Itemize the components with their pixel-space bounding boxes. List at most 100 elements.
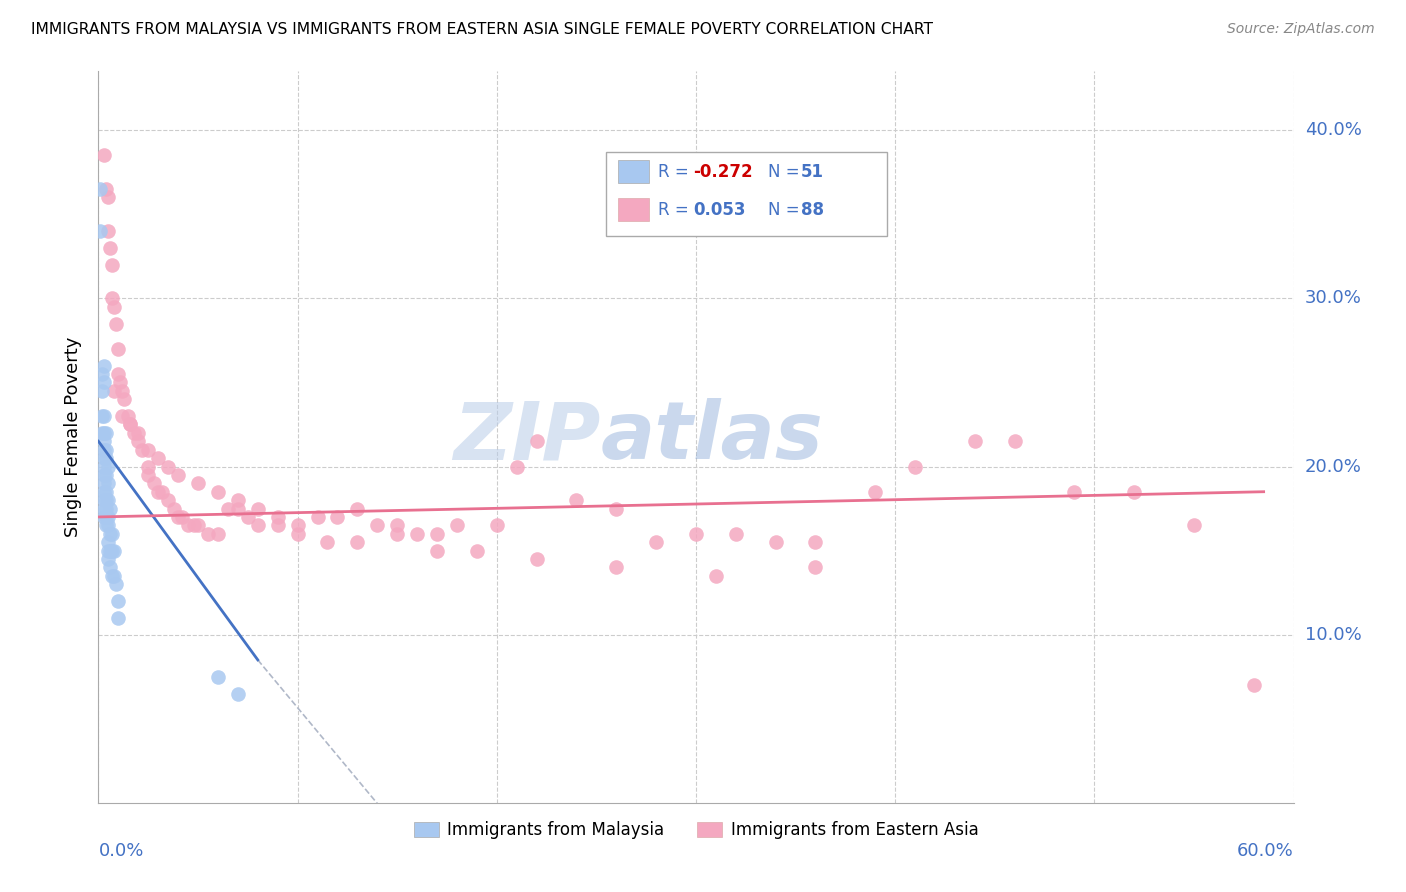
Text: 88: 88 [801,201,824,219]
Point [96,182,118,196]
Point [97,493,120,508]
Point [107,611,129,625]
Point [98,560,122,574]
Point [465,543,488,558]
Point [385,518,409,533]
Point [98,543,122,558]
Text: 20.0%: 20.0% [1305,458,1361,475]
Point [91,384,114,398]
Point [485,518,508,533]
Point [93,376,115,390]
Point [426,526,449,541]
Point [148,484,170,499]
Point [127,425,149,440]
Text: N =: N = [768,201,804,219]
Point [197,526,219,541]
Point [97,190,120,204]
Point [93,442,115,457]
Point [96,484,118,499]
Point [93,467,115,482]
Text: 10.0%: 10.0% [1305,625,1361,644]
Text: -0.272: -0.272 [693,162,754,180]
Point [117,409,139,423]
Point [101,258,124,272]
Point [89,224,111,238]
Point [526,552,548,566]
Point [172,510,194,524]
Point [765,535,787,549]
Legend: Immigrants from Malaysia, Immigrants from Eastern Asia: Immigrants from Malaysia, Immigrants fro… [406,814,986,846]
Point [91,409,114,423]
Point [93,451,115,466]
Point [120,417,142,432]
Point [207,670,229,684]
Point [103,569,125,583]
Text: R =: R = [658,201,699,219]
Point [110,376,132,390]
Text: Source: ZipAtlas.com: Source: ZipAtlas.com [1227,22,1375,37]
Point [93,459,115,474]
Point [96,467,118,482]
Point [150,484,173,499]
Point [865,484,887,499]
Point [107,594,129,608]
FancyBboxPatch shape [619,198,650,221]
Point [246,501,269,516]
Point [93,409,115,423]
Point [724,526,747,541]
Point [111,384,134,398]
Point [97,518,120,533]
Point [93,434,115,449]
Point [96,518,118,533]
Point [93,510,115,524]
Point [136,459,159,474]
Point [96,451,118,466]
Point [112,392,135,407]
Point [127,434,149,449]
Point [97,535,120,549]
Point [143,476,166,491]
Text: 30.0%: 30.0% [1305,289,1361,308]
Point [93,359,115,373]
Point [287,526,309,541]
Point [97,552,120,566]
Point [685,526,707,541]
Point [605,560,627,574]
Point [97,543,120,558]
Point [187,518,209,533]
Point [1063,484,1085,499]
Point [177,518,200,533]
Point [963,434,986,449]
Point [207,526,229,541]
Point [107,367,129,381]
Point [226,501,249,516]
Point [96,493,118,508]
Text: 0.053: 0.053 [693,201,747,219]
Point [226,493,249,508]
Point [804,535,827,549]
Point [426,543,449,558]
Text: 0.0%: 0.0% [98,842,143,860]
Point [91,425,114,440]
Point [157,459,180,474]
Point [1004,434,1026,449]
Point [246,518,269,533]
Point [120,417,142,432]
Point [101,543,124,558]
Text: 60.0%: 60.0% [1237,842,1294,860]
Point [103,384,125,398]
FancyBboxPatch shape [619,160,650,183]
Point [107,342,129,356]
Point [904,459,927,474]
Point [98,501,122,516]
Point [148,451,170,466]
Point [103,543,125,558]
Point [105,577,128,591]
Point [101,291,124,305]
Point [226,686,249,700]
Point [163,501,186,516]
Point [217,501,239,516]
Point [187,476,209,491]
Point [98,241,122,255]
Point [704,569,727,583]
